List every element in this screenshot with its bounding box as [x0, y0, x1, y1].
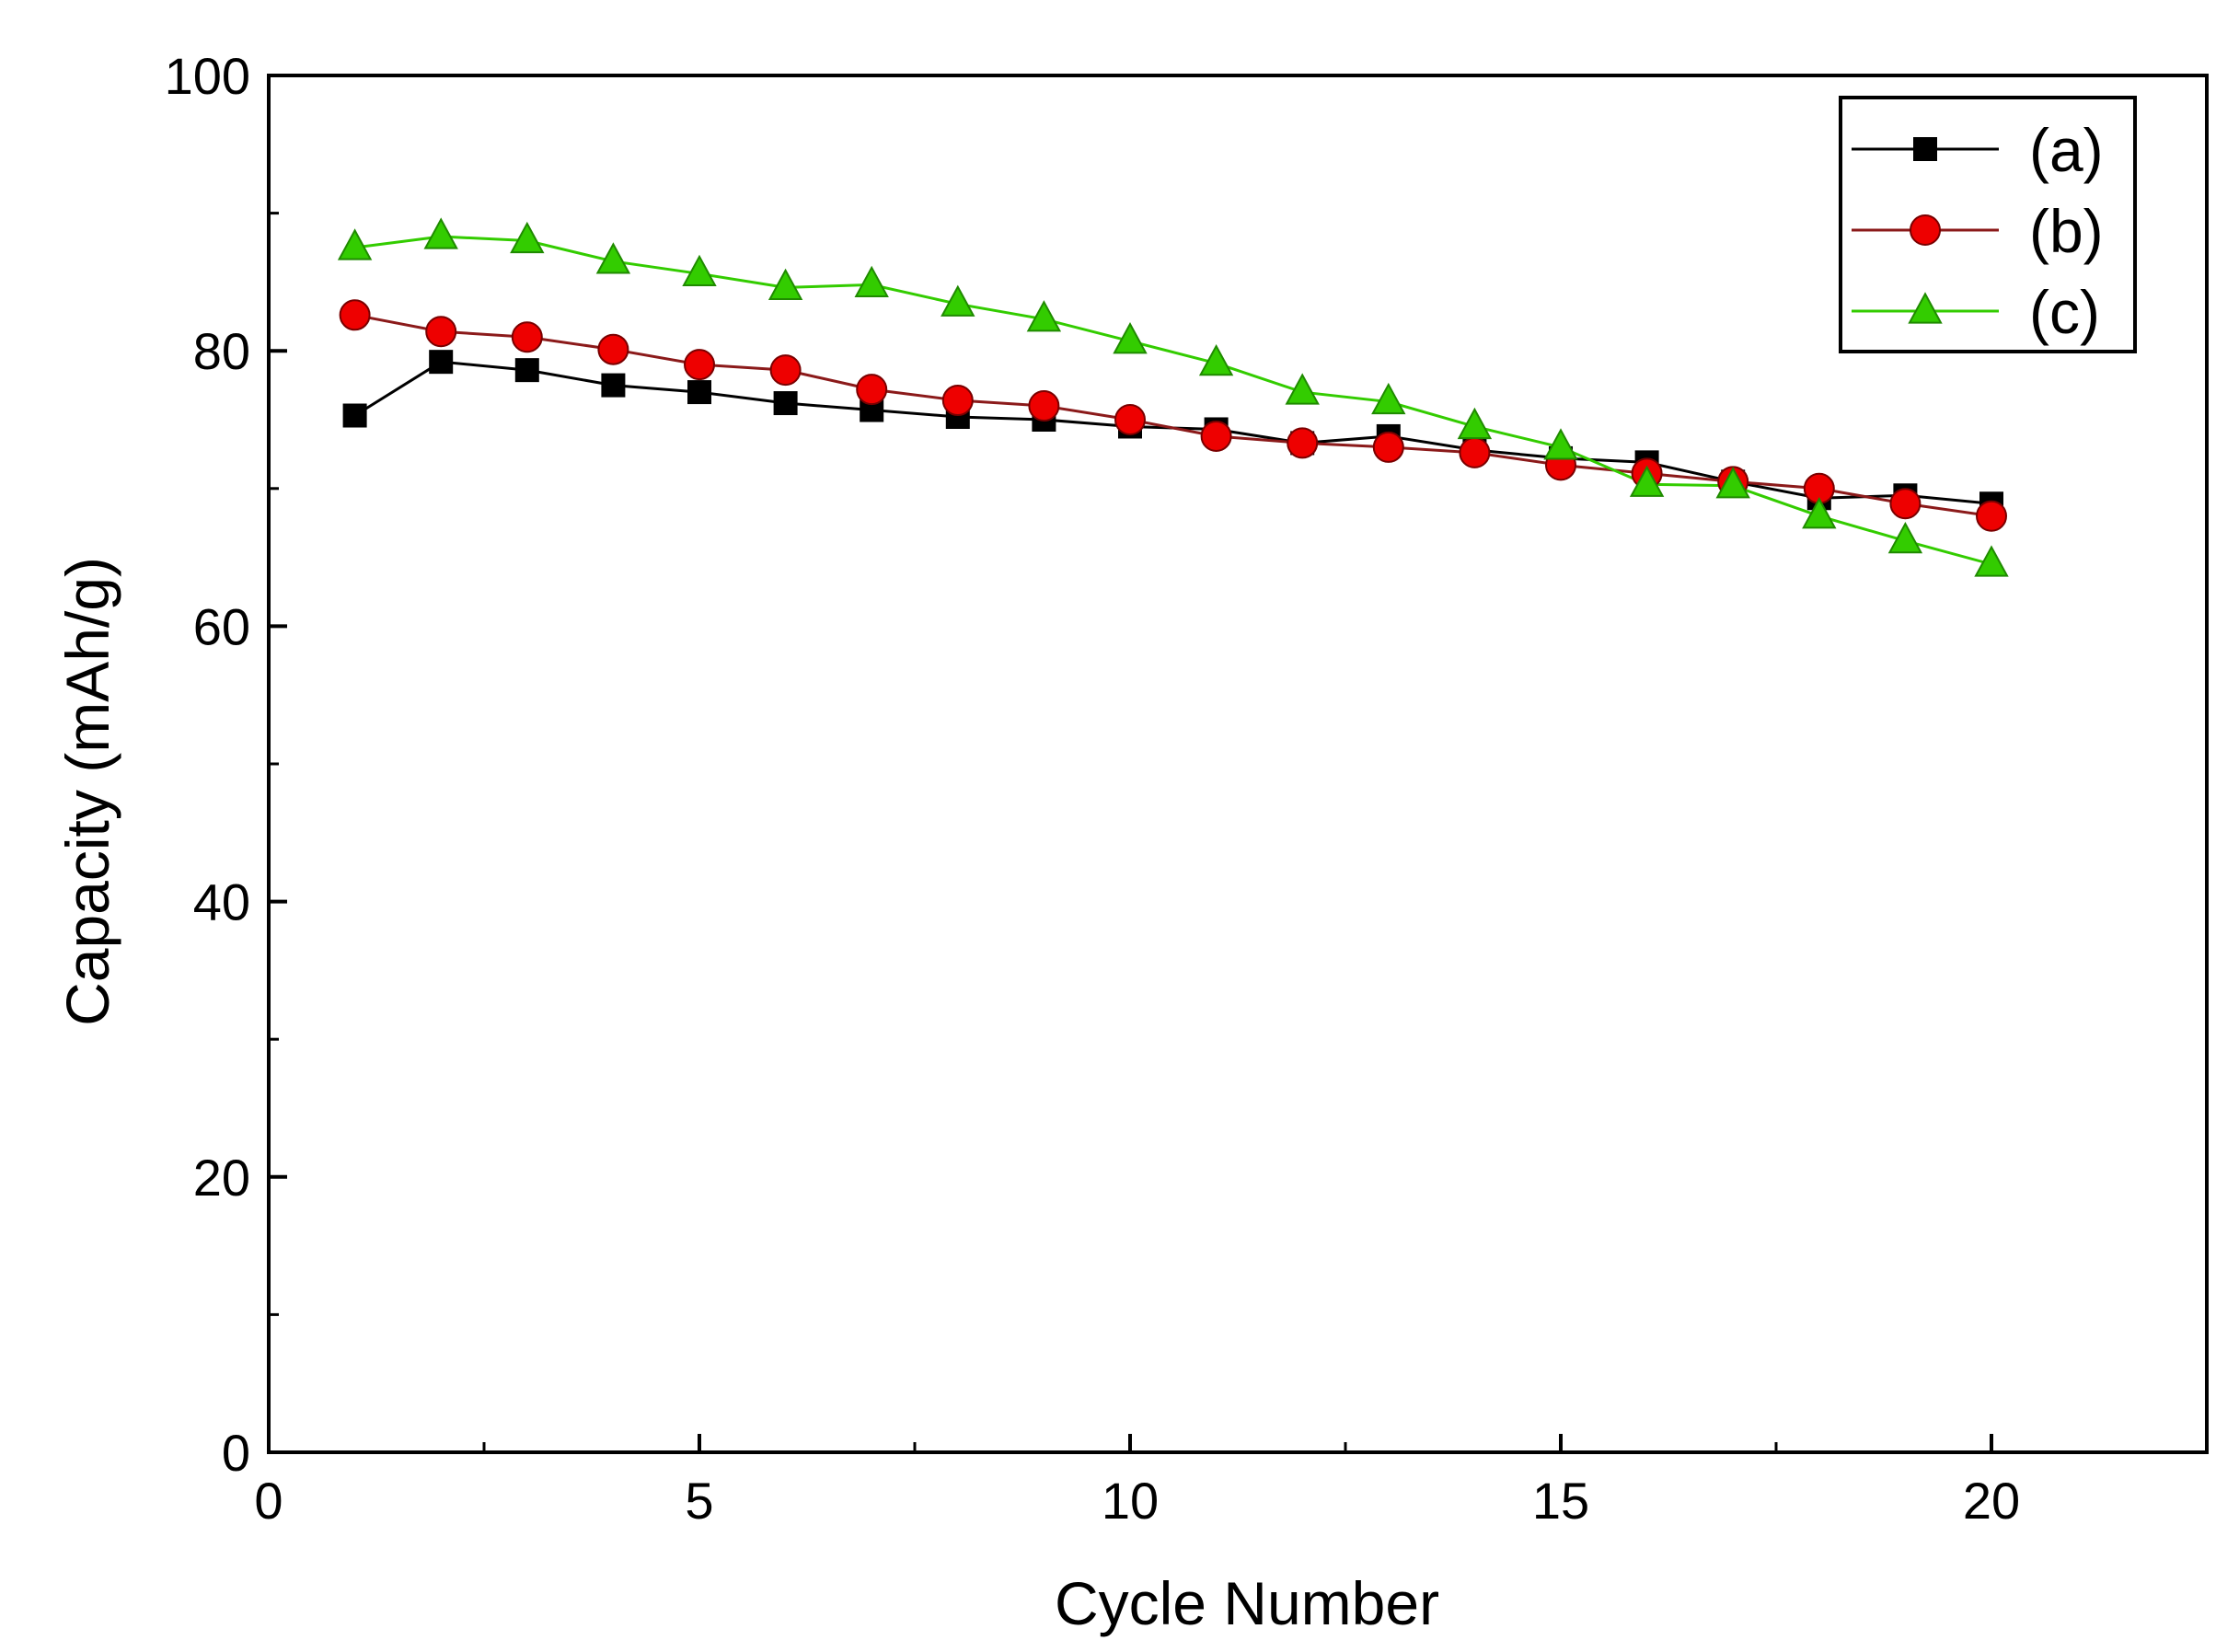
point-a-4 — [601, 373, 626, 398]
point-c-20 — [1974, 545, 2009, 577]
legend-label-b: (b) — [2029, 197, 2104, 265]
point-c-3 — [510, 221, 545, 254]
x-tick-label-3: 15 — [1532, 1472, 1589, 1530]
legend-marker-c — [1908, 292, 1943, 324]
point-c-5 — [682, 254, 717, 287]
point-a-5 — [687, 380, 711, 405]
point-b-1 — [339, 299, 371, 331]
point-c-2 — [423, 217, 458, 249]
legend: (a) (b) (c) — [1839, 96, 2137, 353]
legend-marker-b — [1910, 214, 1941, 246]
point-b-14 — [1459, 436, 1491, 468]
y-tick-label-5: 100 — [165, 47, 250, 105]
legend-label-c: (c) — [2029, 278, 2100, 346]
point-a-3 — [514, 358, 539, 383]
point-c-6 — [767, 268, 803, 300]
point-b-11 — [1200, 420, 1232, 452]
point-b-6 — [769, 354, 802, 387]
ticks-layer — [267, 74, 1993, 1454]
point-b-4 — [597, 333, 629, 365]
point-c-18 — [1802, 497, 1837, 529]
point-b-19 — [1889, 488, 1922, 520]
legend-entry-a: (a) — [1852, 116, 2104, 184]
point-c-10 — [1113, 322, 1148, 354]
y-tick-label-2: 40 — [193, 873, 250, 931]
x-tick-label-4: 20 — [1963, 1472, 2020, 1530]
legend-entry-b: (b) — [1852, 197, 2104, 265]
tick-labels-layer: 0 5 10 15 20 0 20 40 60 80 100 — [165, 47, 2021, 1530]
point-c-12 — [1285, 373, 1320, 405]
point-b-12 — [1287, 427, 1319, 459]
point-b-8 — [941, 385, 974, 417]
legend-entry-c: (c) — [1852, 278, 2100, 346]
point-a-6 — [773, 391, 798, 416]
point-b-5 — [684, 349, 715, 381]
point-c-13 — [1371, 382, 1406, 415]
point-b-13 — [1372, 431, 1404, 463]
point-c-9 — [1026, 300, 1062, 332]
y-tick-label-4: 80 — [193, 322, 250, 380]
y-axis-title: Capacity (mAh/g) — [53, 557, 121, 1026]
legend-marker-shape-b — [1910, 214, 1941, 246]
point-c-17 — [1715, 467, 1750, 499]
point-c-1 — [337, 228, 373, 260]
point-c-11 — [1198, 343, 1234, 376]
y-tick-label-3: 60 — [193, 597, 250, 655]
point-c-14 — [1457, 407, 1493, 440]
point-b-20 — [1976, 500, 2007, 532]
series-layer — [337, 217, 2009, 577]
point-b-7 — [856, 374, 888, 406]
x-axis-title: Cycle Number — [1055, 1569, 1439, 1637]
legend-label-a: (a) — [2029, 116, 2104, 184]
point-b-2 — [425, 316, 457, 348]
point-b-3 — [511, 321, 543, 353]
x-tick-label-1: 5 — [685, 1472, 713, 1530]
y-tick-label-0: 0 — [222, 1424, 250, 1482]
y-tick-label-1: 20 — [193, 1149, 250, 1207]
point-c-4 — [595, 242, 631, 274]
series-markers-c — [337, 217, 2009, 577]
point-c-7 — [854, 265, 889, 297]
point-b-9 — [1028, 390, 1060, 422]
point-c-15 — [1543, 428, 1578, 460]
point-c-16 — [1629, 465, 1665, 497]
point-a-2 — [429, 350, 454, 375]
point-a-1 — [342, 403, 367, 428]
point-c-19 — [1887, 521, 1923, 554]
point-b-10 — [1114, 404, 1146, 435]
legend-marker-shape-a — [1913, 137, 1937, 161]
x-tick-label-2: 10 — [1102, 1472, 1159, 1530]
point-c-8 — [941, 284, 975, 317]
legend-box — [1839, 96, 2137, 353]
legend-marker-shape-c — [1908, 292, 1943, 324]
legend-marker-a — [1913, 137, 1937, 161]
x-tick-label-0: 0 — [254, 1472, 283, 1530]
series-markers-b — [339, 299, 2007, 532]
